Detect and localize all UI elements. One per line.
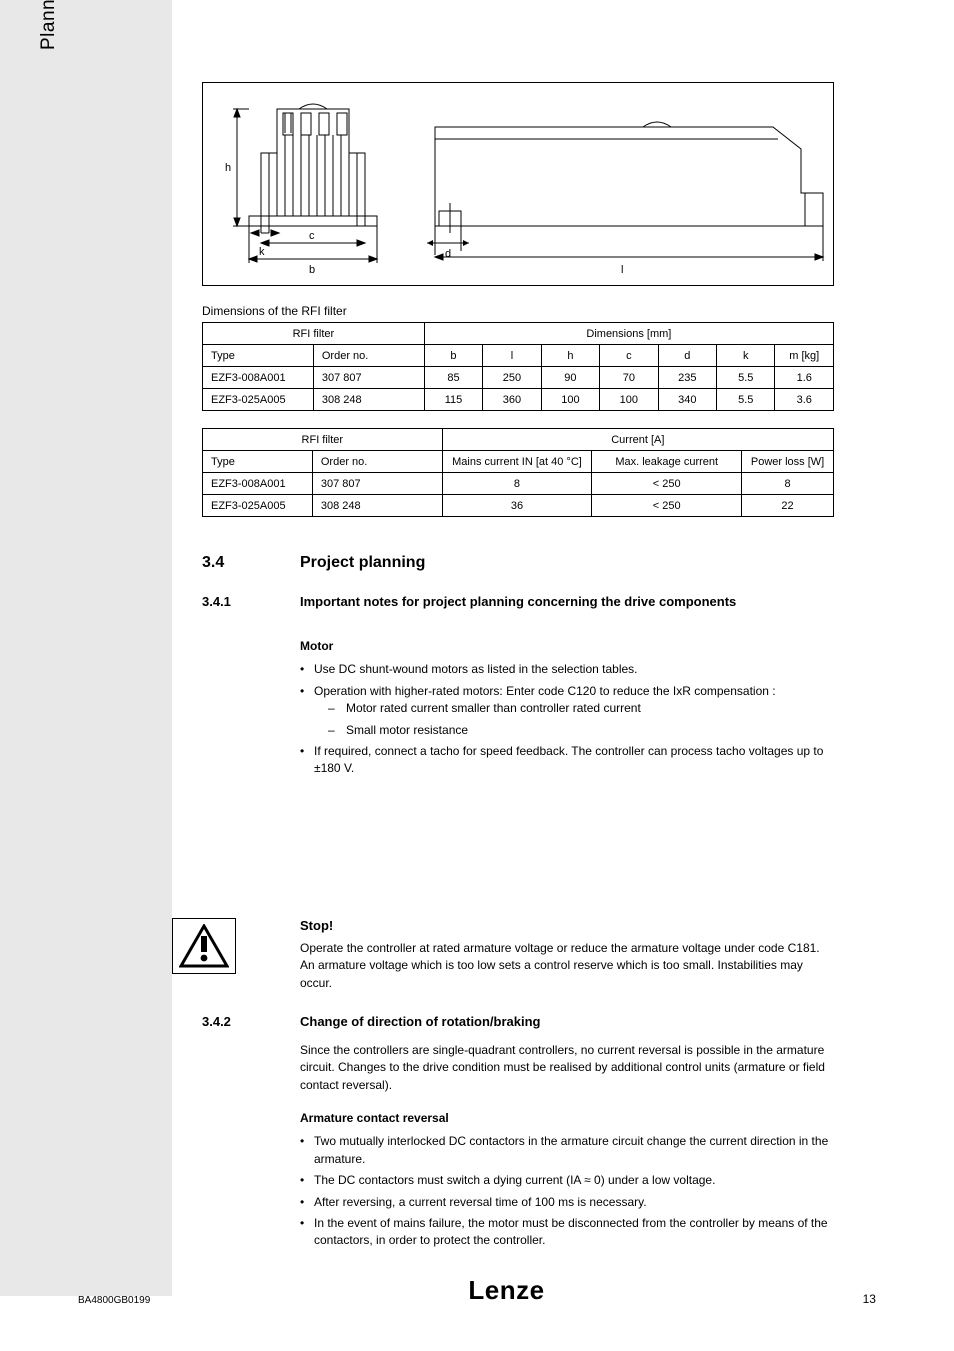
sec342-para: Since the controllers are single-quadran… [300, 1042, 834, 1094]
subsection-number: 3.4.1 [202, 594, 231, 609]
footer-brand-logo: Lenze [468, 1275, 544, 1306]
table-row: EZF3-025A005 308 248 115 360 100 100 340… [203, 389, 834, 411]
table-cell: 5.5 [717, 389, 775, 411]
table-header: RFI filter [203, 429, 443, 451]
table-subheader: d [658, 345, 716, 367]
armature-block: Armature contact reversal Two mutually i… [300, 1110, 834, 1254]
table-cell: 308 248 [313, 389, 424, 411]
table-cell: EZF3-025A005 [203, 495, 313, 517]
table-row: Type Order no. Mains current IN [at 40 °… [203, 451, 834, 473]
motor-block: Motor Use DC shunt-wound motors as liste… [300, 638, 834, 782]
list-item: Small motor resistance [328, 722, 834, 739]
table-subheader: Type [203, 345, 314, 367]
table-cell: 115 [424, 389, 482, 411]
table-cell: 8 [442, 473, 592, 495]
current-table: RFI filter Current [A] Type Order no. Ma… [202, 428, 834, 517]
table-header: Current [A] [442, 429, 833, 451]
table-subheader: h [541, 345, 599, 367]
dim-b-label: b [309, 264, 315, 276]
dim-l-label: l [621, 264, 623, 276]
table-cell: 340 [658, 389, 716, 411]
table-subheader: k [717, 345, 775, 367]
sidebar: Planning [0, 0, 172, 1296]
stop-label: Stop! [300, 918, 333, 933]
table-cell: EZF3-025A005 [203, 389, 314, 411]
list-item: Two mutually interlocked DC contactors i… [300, 1133, 834, 1168]
table-cell: < 250 [592, 473, 742, 495]
footer-docid: BA4800GB0199 [78, 1295, 150, 1306]
table-cell: 90 [541, 367, 599, 389]
table-cell: 235 [658, 367, 716, 389]
table-cell: 307 807 [312, 473, 442, 495]
list-item: Use DC shunt-wound motors as listed in t… [300, 661, 834, 678]
dim-h-label: h [225, 162, 231, 174]
table-subheader: m [kg] [775, 345, 834, 367]
table-cell: 5.5 [717, 367, 775, 389]
subsection-title: Important notes for project planning con… [300, 594, 830, 609]
list-item: In the event of mains failure, the motor… [300, 1215, 834, 1250]
table-subheader: Power loss [W] [742, 451, 834, 473]
table-cell: 3.6 [775, 389, 834, 411]
side-label: Planning [38, 0, 60, 50]
table-row: EZF3-008A001 307 807 85 250 90 70 235 5.… [203, 367, 834, 389]
list-item: After reversing, a current reversal time… [300, 1194, 834, 1211]
table-cell: 85 [424, 367, 482, 389]
table-row: RFI filter Current [A] [203, 429, 834, 451]
table-header: RFI filter [203, 323, 425, 345]
inline-heading-motor: Motor [300, 638, 834, 655]
list-item: Operation with higher-rated motors: Ente… [300, 683, 834, 739]
subsection-title: Change of direction of rotation/braking [300, 1014, 541, 1029]
subsection-number: 3.4.2 [202, 1014, 231, 1029]
footer-page-number: 13 [863, 1292, 876, 1306]
table-subheader: l [483, 345, 541, 367]
table-row: Type Order no. b l h c d k m [kg] [203, 345, 834, 367]
table-cell: 100 [600, 389, 658, 411]
table-cell: 36 [442, 495, 592, 517]
warning-icon [172, 918, 236, 974]
table-subheader: Order no. [313, 345, 424, 367]
stop-text: Operate the controller at rated armature… [300, 940, 834, 992]
table-header: Dimensions [mm] [424, 323, 833, 345]
dimensions-title: Dimensions of the RFI filter [202, 304, 347, 318]
table-subheader: b [424, 345, 482, 367]
table-cell: 100 [541, 389, 599, 411]
table-cell: 250 [483, 367, 541, 389]
dimensions-table: RFI filter Dimensions [mm] Type Order no… [202, 322, 834, 411]
table-subheader: Mains current IN [at 40 °C] [442, 451, 592, 473]
list-item: Motor rated current smaller than control… [328, 700, 834, 717]
table-subheader: Type [203, 451, 313, 473]
section-number: 3.4 [202, 554, 224, 572]
dimension-diagram: h b k c l d [202, 82, 834, 286]
table-cell: 308 248 [312, 495, 442, 517]
inline-heading-armature: Armature contact reversal [300, 1110, 834, 1127]
list-item-text: Operation with higher-rated motors: Ente… [314, 684, 776, 698]
table-row: EZF3-008A001 307 807 8 < 250 8 [203, 473, 834, 495]
dim-d-label: d [445, 248, 451, 260]
table-cell: 360 [483, 389, 541, 411]
table-cell: EZF3-008A001 [203, 473, 313, 495]
page-footer: BA4800GB0199 Lenze 13 [0, 1275, 954, 1306]
table-cell: 8 [742, 473, 834, 495]
table-cell: 70 [600, 367, 658, 389]
table-cell: 22 [742, 495, 834, 517]
table-cell: 307 807 [313, 367, 424, 389]
table-subheader: c [600, 345, 658, 367]
table-cell: 1.6 [775, 367, 834, 389]
table-row: RFI filter Dimensions [mm] [203, 323, 834, 345]
dim-c-label: c [309, 230, 315, 242]
list-item: If required, connect a tacho for speed f… [300, 743, 834, 778]
table-subheader: Order no. [312, 451, 442, 473]
dim-k-label: k [259, 246, 265, 258]
table-cell: < 250 [592, 495, 742, 517]
table-row: EZF3-025A005 308 248 36 < 250 22 [203, 495, 834, 517]
list-item: The DC contactors must switch a dying cu… [300, 1172, 834, 1189]
table-subheader: Max. leakage current [592, 451, 742, 473]
table-cell: EZF3-008A001 [203, 367, 314, 389]
section-title: Project planning [300, 554, 425, 572]
